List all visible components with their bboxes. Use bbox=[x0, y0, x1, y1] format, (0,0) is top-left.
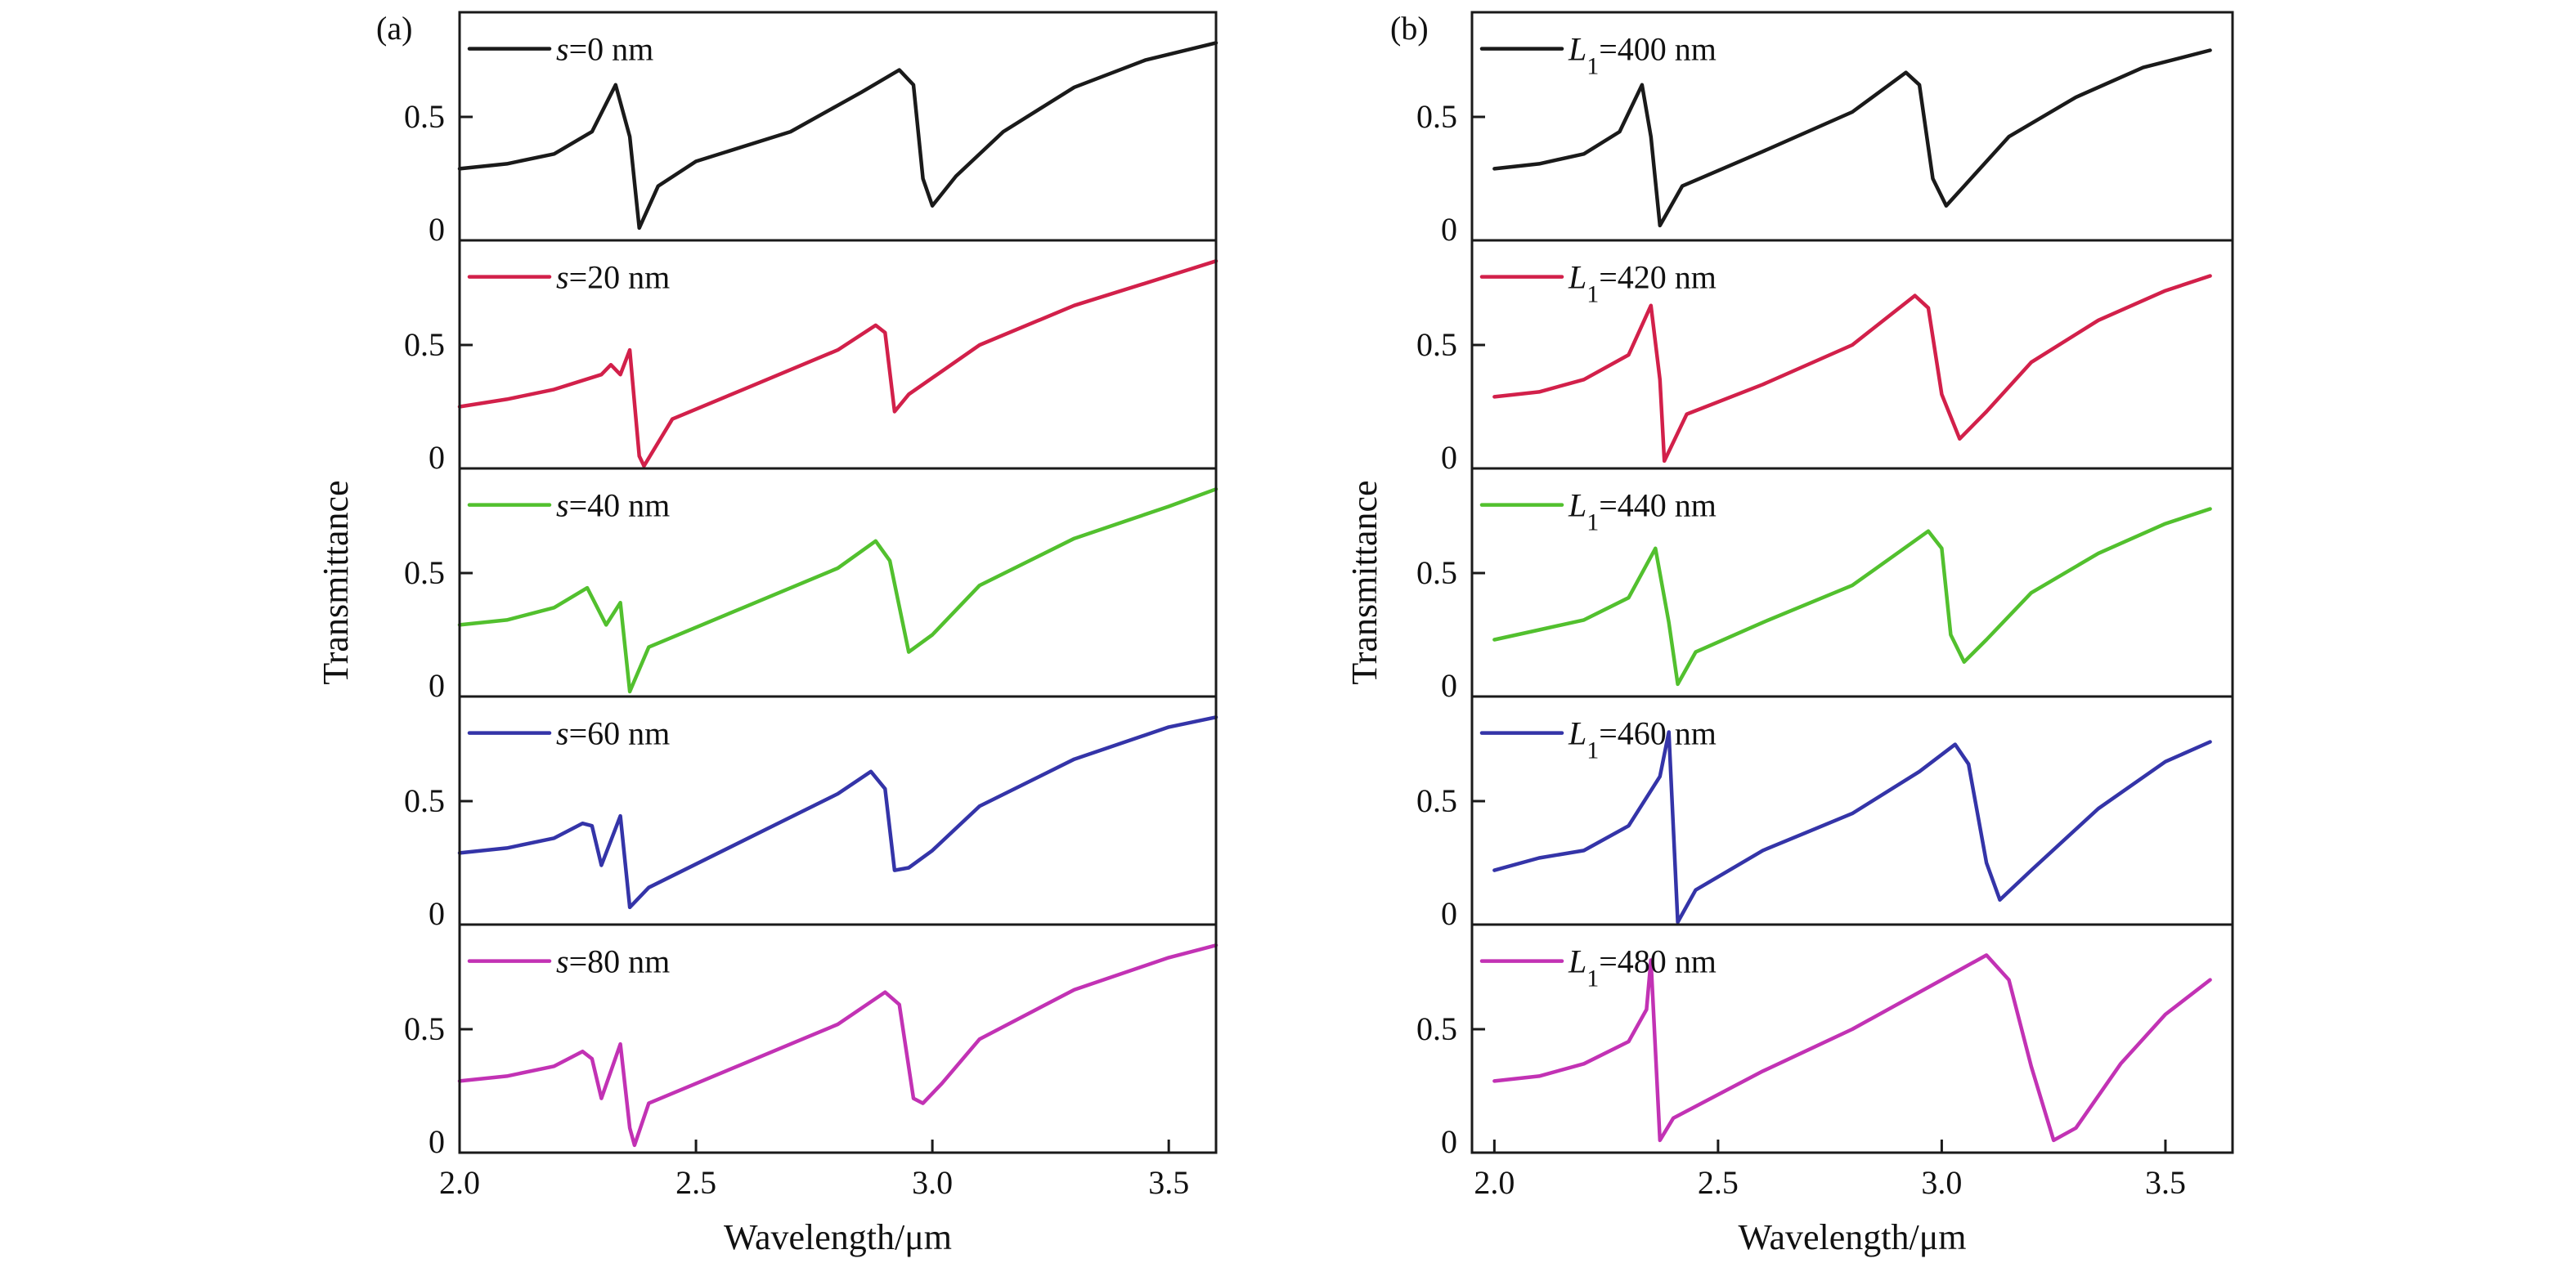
series-line-3 bbox=[1492, 507, 2212, 687]
subplot-3: 0 0.5 s=40 nm bbox=[404, 467, 1218, 704]
subplot-2: 0 0.5 s=20 nm bbox=[404, 239, 1218, 476]
x-tick-label: 3.0 bbox=[1921, 1164, 1962, 1201]
legend-label: L1=480 nm bbox=[1568, 943, 1717, 992]
series-line-5 bbox=[457, 943, 1218, 1148]
y-axis-title: Transmittance bbox=[1344, 480, 1384, 684]
subplot-5: 0 0.5 L1=480 nm bbox=[1416, 923, 2233, 1160]
series-line-3 bbox=[457, 487, 1218, 694]
x-tick-label: 2.5 bbox=[675, 1164, 716, 1201]
series-line-5 bbox=[1492, 953, 2212, 1143]
panel-label: (b) bbox=[1390, 10, 1429, 47]
y-tick-label: 0.5 bbox=[404, 326, 445, 363]
y-tick-label: 0 bbox=[429, 1123, 445, 1160]
series-line-1 bbox=[457, 41, 1218, 231]
series-line-2 bbox=[1492, 274, 2212, 464]
series-line-4 bbox=[1492, 730, 2212, 925]
plot-frame bbox=[458, 11, 1218, 1154]
legend-label: s=0 nm bbox=[556, 31, 653, 68]
subplot-4: 0 0.5 L1=460 nm bbox=[1416, 695, 2233, 932]
y-tick-label: 0 bbox=[1441, 211, 1457, 248]
x-tick-label: 2.0 bbox=[439, 1164, 480, 1201]
y-tick-label: 0.5 bbox=[404, 554, 445, 591]
y-tick-label: 0.5 bbox=[1416, 1010, 1457, 1047]
y-tick-label: 0.5 bbox=[404, 1010, 445, 1047]
panel-label: (a) bbox=[376, 10, 412, 47]
y-tick-label: 0 bbox=[429, 667, 445, 704]
y-tick-label: 0 bbox=[1441, 895, 1457, 932]
legend-label: L1=400 nm bbox=[1568, 31, 1717, 80]
y-tick-label: 0.5 bbox=[404, 98, 445, 135]
legend-label: s=60 nm bbox=[556, 715, 670, 752]
y-tick-label: 0.5 bbox=[1416, 326, 1457, 363]
x-tick-label: 3.5 bbox=[1148, 1164, 1189, 1201]
legend-label: L1=420 nm bbox=[1568, 259, 1717, 308]
x-tick-label: 2.0 bbox=[1474, 1164, 1515, 1201]
panel-b: (b) 0 0.5 L1=400 nm 0 0.5 L1=420 nm 0 0.5 L1=440 … bbox=[1344, 10, 2234, 1257]
panel-a: (a) 0 0.5 s=0 nm 0 0.5 s=20 nm 0 0.5 s=40 nm 0 0.5 s… bbox=[316, 10, 1218, 1257]
plot-frame bbox=[1470, 11, 2234, 1154]
subplot-1: 0 0.5 s=0 nm bbox=[404, 31, 1218, 248]
x-tick-label: 3.0 bbox=[912, 1164, 953, 1201]
y-tick-label: 0 bbox=[429, 895, 445, 932]
subplot-2: 0 0.5 L1=420 nm bbox=[1416, 239, 2233, 476]
y-tick-label: 0 bbox=[1441, 439, 1457, 476]
x-tick-label: 3.5 bbox=[2145, 1164, 2186, 1201]
legend-label: s=40 nm bbox=[556, 487, 670, 524]
x-axis-title: Wavelength/μm bbox=[724, 1217, 952, 1257]
subplot-5: 0 0.5 s=80 nm bbox=[404, 923, 1218, 1160]
series-line-2 bbox=[457, 259, 1218, 468]
series-line-4 bbox=[457, 715, 1218, 910]
y-tick-label: 0.5 bbox=[1416, 98, 1457, 135]
x-tick-label: 2.5 bbox=[1698, 1164, 1739, 1201]
legend-label: s=80 nm bbox=[556, 943, 670, 980]
series-line-1 bbox=[1492, 48, 2212, 228]
legend-label: L1=460 nm bbox=[1568, 715, 1717, 764]
y-tick-label: 0.5 bbox=[404, 782, 445, 819]
y-tick-label: 0 bbox=[429, 439, 445, 476]
x-axis-title: Wavelength/μm bbox=[1738, 1217, 1966, 1257]
y-tick-label: 0 bbox=[1441, 667, 1457, 704]
y-tick-label: 0.5 bbox=[1416, 554, 1457, 591]
y-tick-label: 0 bbox=[429, 211, 445, 248]
y-tick-label: 0 bbox=[1441, 1123, 1457, 1160]
subplot-1: 0 0.5 L1=400 nm bbox=[1416, 31, 2212, 248]
legend-label: s=20 nm bbox=[556, 259, 670, 296]
y-axis-title: Transmittance bbox=[316, 480, 356, 684]
y-tick-label: 0.5 bbox=[1416, 782, 1457, 819]
subplot-3: 0 0.5 L1=440 nm bbox=[1416, 467, 2233, 704]
legend-label: L1=440 nm bbox=[1568, 487, 1717, 536]
subplot-4: 0 0.5 s=60 nm bbox=[404, 695, 1218, 932]
